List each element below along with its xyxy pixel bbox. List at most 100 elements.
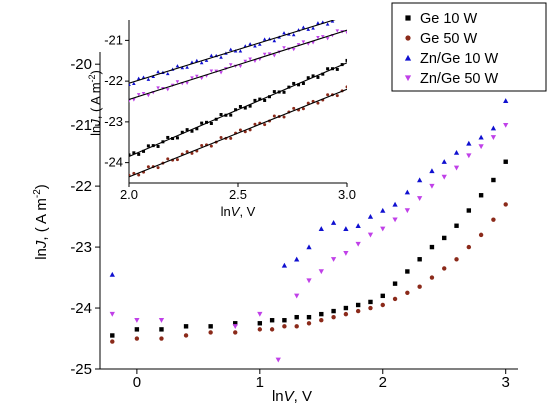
inset-y-tick-label: -21 (104, 32, 123, 47)
inset-data-point (326, 67, 330, 71)
inset-data-point (248, 128, 252, 132)
inset-data-point (234, 108, 238, 112)
data-point (466, 208, 472, 213)
inset-data-point (219, 55, 223, 59)
data-point (109, 311, 115, 317)
data-point (318, 269, 324, 275)
data-point (368, 299, 373, 305)
data-point (367, 213, 374, 219)
inset-data-point (316, 75, 320, 79)
data-point (405, 290, 410, 295)
data-point (343, 250, 349, 256)
inset-data-point (345, 31, 347, 35)
inset-data-point (165, 71, 170, 76)
data-point (269, 318, 275, 323)
inset-data-point (238, 105, 242, 109)
legend: Ge 10 W Ge 50 W Zn/Ge 10 W Zn/Ge 50 W (391, 2, 547, 92)
inset-data-point (151, 74, 156, 79)
data-point (417, 177, 423, 183)
inset-data-point (132, 81, 136, 86)
legend-entry-label: Zn/Ge 10 W (420, 51, 498, 67)
inset-data-point (292, 81, 296, 85)
legend-entry-label: Ge 50 W (420, 31, 478, 47)
inset-data-point (137, 173, 141, 177)
inset-data-point (248, 57, 252, 61)
main-x-tick-label: 3 (502, 374, 510, 391)
data-point (257, 311, 263, 317)
data-point (306, 278, 312, 284)
legend-box (391, 2, 547, 92)
inset-data-point (336, 15, 340, 18)
inset-data-point (258, 42, 262, 46)
inset-data-point (146, 93, 151, 98)
main-y-tick-label: -20 (70, 56, 92, 73)
main-y-tick-label: -22 (70, 178, 92, 195)
inset-data-point (156, 86, 160, 90)
inset-data-point (316, 21, 320, 25)
inset-data-point (301, 81, 305, 85)
data-point (466, 140, 472, 146)
data-point (503, 98, 509, 103)
inset-data-point (228, 63, 233, 67)
inset-data-point (137, 152, 141, 156)
inset-data-point (200, 144, 204, 148)
data-point (306, 321, 312, 326)
inset-data-point (291, 47, 296, 52)
inset-x-tick-label: 2.5 (229, 187, 247, 202)
inset-data-point (228, 47, 233, 51)
inset-data-point (129, 99, 131, 103)
data-point (380, 302, 385, 308)
data-point (417, 284, 422, 289)
main-y-tick-label: -25 (70, 361, 92, 378)
data-point (183, 333, 189, 338)
inset-data-point (306, 76, 310, 80)
inset-data-point (195, 58, 199, 63)
data-point (355, 223, 361, 228)
inset-data-point (185, 65, 189, 69)
legend-entry-label: Ge 10 W (420, 11, 478, 27)
data-point (257, 327, 263, 332)
inset-data-point (156, 166, 160, 170)
main-xlabel: lnV, V (272, 388, 312, 405)
data-point (417, 196, 423, 201)
data-point (134, 318, 140, 323)
data-point (355, 241, 361, 247)
data-point (404, 208, 410, 214)
data-point (368, 305, 373, 311)
inset-data-point (345, 58, 347, 62)
inset-data-point (262, 52, 267, 57)
data-point (478, 232, 484, 238)
main-x-tick-label: 0 (133, 374, 141, 391)
inset-data-point (141, 91, 146, 96)
data-point (134, 327, 140, 332)
inset-data-point (316, 36, 320, 40)
data-point (257, 321, 263, 326)
data-point (282, 324, 287, 329)
inset-data-point (301, 107, 305, 111)
inset-data-point (229, 113, 233, 117)
inset-data-point (219, 71, 223, 75)
data-point (318, 226, 324, 231)
inset-data-point (282, 115, 286, 119)
data-point (405, 269, 410, 274)
inset-data-point (209, 121, 213, 125)
data-point (466, 244, 472, 250)
inset-data-point (136, 76, 141, 80)
inset-data-point (282, 31, 286, 35)
data-point (453, 149, 460, 155)
legend-marker (404, 75, 412, 82)
data-point (429, 275, 435, 280)
inset-data-point (301, 40, 306, 44)
inset-data-point (326, 93, 330, 97)
inset-data-point (263, 123, 267, 127)
inset-data-point (267, 95, 271, 99)
inset-data-point (306, 101, 310, 105)
data-point (442, 235, 447, 241)
inset-data-point (282, 46, 286, 50)
data-point (158, 318, 165, 323)
main-y-tick-label: -24 (70, 300, 92, 317)
inset-y-tick-label: -23 (104, 114, 123, 129)
inset-data-point (296, 43, 301, 47)
inset-data-point (190, 151, 194, 155)
